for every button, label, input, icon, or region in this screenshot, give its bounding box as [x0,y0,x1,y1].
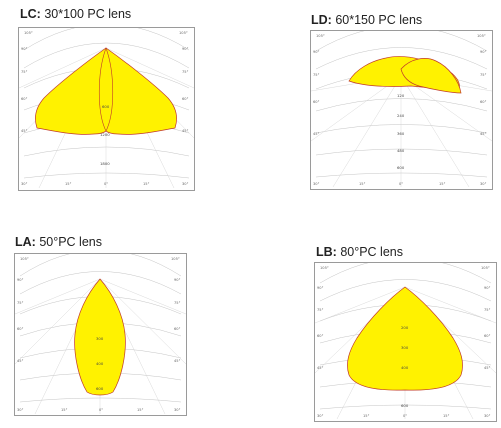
angle-label: 30° [480,182,487,186]
angle-label: 15° [143,182,150,186]
angle-label: 15° [359,182,366,186]
angle-label: 60° [182,97,189,101]
intensity-label: 480 [397,148,405,153]
lens-name: 60*150 PC lens [335,13,423,27]
angle-label: 30° [182,182,189,186]
angle-label: 45° [17,359,24,363]
angle-label: 105° [481,266,490,270]
polar-chart: 105° 105° 90° 75° 60° 45° 30° 90° 75° 60… [314,262,497,422]
intensity-label: 120 [397,93,405,98]
lens-name: 30*100 PC lens [44,7,132,21]
angle-label: 75° [484,308,491,312]
polar-chart: 105° 105° 90° 75° 60° 45° 30° 90° 75° 60… [310,30,493,190]
intensity-label: 200 [401,325,409,330]
angle-label: 105° [179,31,188,35]
candela-lobe-narrow [98,47,114,132]
candela-lobe-wide [35,47,177,135]
angle-label: 30° [484,414,491,418]
angle-label: 15° [439,182,446,186]
candela-lobe-narrow [400,58,462,94]
angle-label: 0° [104,182,108,186]
angle-label: 90° [484,286,491,290]
intensity-label: 360 [397,131,405,136]
angle-label: 45° [480,132,487,136]
candela-lobe [347,286,463,391]
angle-label: 60° [21,97,28,101]
angle-label: 45° [317,366,324,370]
intensity-label: 600 [102,104,110,109]
angle-label: 0° [99,408,103,412]
angle-label: 30° [317,414,324,418]
angle-label: 60° [317,334,324,338]
angle-label: 30° [174,408,181,412]
panel-title: LD: 60*150 PC lens [311,13,422,27]
angle-label: 0° [399,182,403,186]
angle-label: 45° [174,359,181,363]
angle-label: 0° [403,414,407,418]
angle-label: 45° [313,132,320,136]
angle-label: 75° [182,70,189,74]
intensity-label: 300 [96,336,104,341]
angle-label: 105° [20,257,29,261]
lens-code: LA: [15,235,36,249]
angle-label: 15° [65,182,72,186]
angle-label: 105° [320,266,329,270]
intensity-label: 400 [401,365,409,370]
angle-label: 90° [480,50,487,54]
angle-label: 90° [313,50,320,54]
polar-chart: 105° 105° 90° 75° 60° 45° 30° 90° 75° 60… [18,27,195,191]
intensity-label: 240 [397,113,405,118]
panel-title: LA: 50°PC lens [15,235,102,249]
angle-label: 90° [17,278,24,282]
candela-lobe [74,278,126,396]
angle-label: 30° [17,408,24,412]
lens-code: LD: [311,13,332,27]
intensity-label: 600 [401,403,409,408]
angle-label: 15° [363,414,370,418]
lens-name: 80°PC lens [340,245,403,259]
angle-label: 75° [480,73,487,77]
lens-code: LB: [316,245,337,259]
panel-title: LC: 30*100 PC lens [20,7,131,21]
intensity-label: 1200 [100,132,110,137]
angle-label: 45° [484,366,491,370]
angle-label: 105° [316,34,325,38]
angle-label: 15° [443,414,450,418]
intensity-label: 400 [96,361,104,366]
angle-label: 15° [61,408,68,412]
angle-label: 60° [484,334,491,338]
intensity-label: 300 [401,345,409,350]
angle-label: 105° [477,34,486,38]
angle-label: 75° [17,301,24,305]
angle-label: 105° [171,257,180,261]
angle-label: 60° [313,100,320,104]
panel-title: LB: 80°PC lens [316,245,403,259]
angle-label: 75° [174,301,181,305]
intensity-label: 600 [96,386,104,391]
angle-label: 60° [480,100,487,104]
angle-label: 90° [317,286,324,290]
angle-label: 30° [21,182,28,186]
angle-label: 90° [174,278,181,282]
angle-label: 105° [24,31,33,35]
angle-label: 75° [317,308,324,312]
angle-label: 75° [21,70,28,74]
lens-name: 50°PC lens [39,235,102,249]
angle-label: 45° [182,129,189,133]
intensity-label: 1800 [100,161,110,166]
intensity-label: 600 [397,165,405,170]
lens-code: LC: [20,7,41,21]
angle-label: 60° [174,327,181,331]
angle-label: 15° [137,408,144,412]
angle-label: 30° [313,182,320,186]
angle-label: 60° [17,327,24,331]
angle-label: 90° [182,47,189,51]
polar-chart: 105° 105° 90° 75° 60° 45° 30° 90° 75° 60… [14,253,187,416]
angle-label: 75° [313,73,320,77]
angle-label: 90° [21,47,28,51]
angle-label: 45° [21,129,28,133]
